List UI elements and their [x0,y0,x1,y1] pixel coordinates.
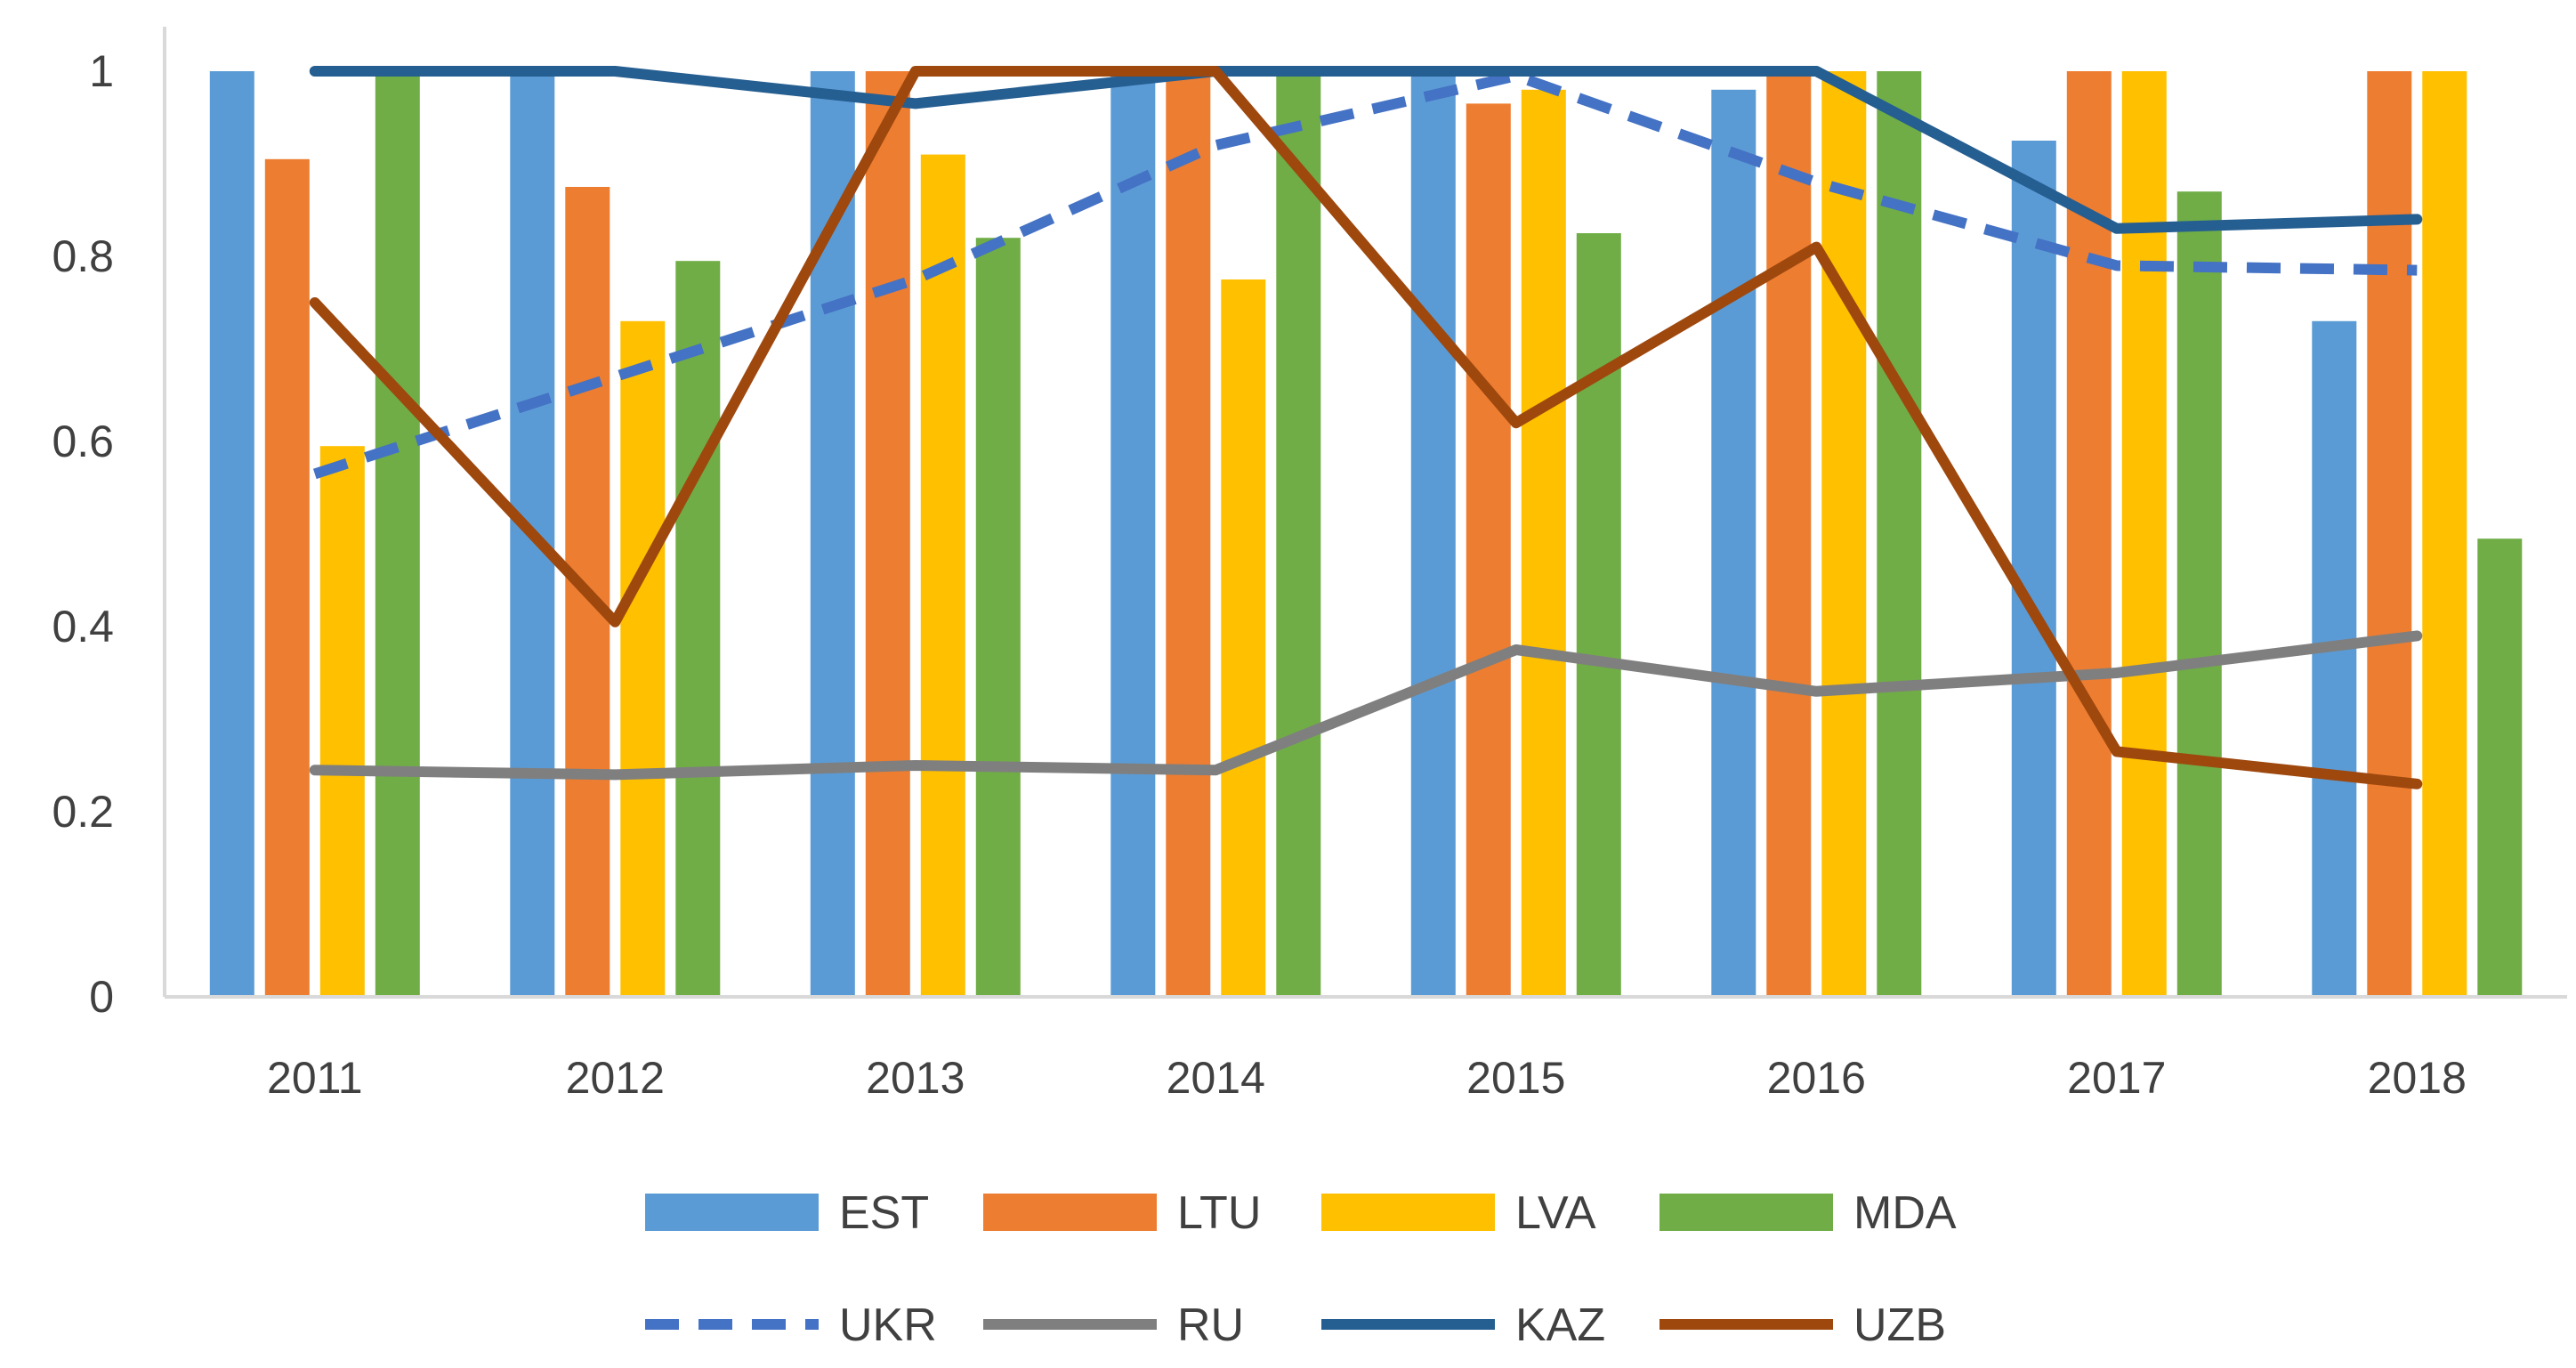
bar-lva-2012 [620,320,666,997]
y-tick-label: 1 [89,46,114,96]
x-tick-label-2012: 2012 [566,1053,665,1103]
legend-label-lva: LVA [1515,1187,1596,1239]
bar-mda-2017 [2176,191,2222,997]
bar-mda-2016 [1877,71,1922,997]
bar-est-2013 [810,71,855,997]
bar-est-2015 [1410,71,1456,997]
bar-mda-2014 [1276,71,1321,997]
bar-mda-2012 [675,261,721,997]
y-axis-tick-labels: 0 0.2 0.4 0.6 0.8 1 [52,46,114,1022]
bar-lva-2016 [1821,71,1867,997]
bar-mda-2011 [375,71,420,997]
bar-ltu-2018 [2367,71,2412,997]
line-series-group [309,66,2423,789]
x-axis-tick-labels: 2011 2012 2013 2014 2015 2016 2017 2018 [267,1053,2467,1103]
legend-label-kaz: KAZ [1515,1299,1605,1351]
legend-label-ukr: UKR [839,1299,937,1351]
bar-mda-2013 [975,238,1021,997]
legend-swatch-lva [1321,1194,1495,1231]
bar-lva-2018 [2422,71,2467,997]
bar-lva-2013 [920,154,965,998]
bar-est-2016 [1711,89,1756,998]
x-tick-label-2015: 2015 [1466,1053,1565,1103]
x-tick-label-2017: 2017 [2067,1053,2166,1103]
legend-label-uzb: UZB [1853,1299,1946,1351]
x-tick-label-2018: 2018 [2368,1053,2467,1103]
bar-est-2014 [1110,71,1156,997]
x-tick-label-2011: 2011 [267,1053,363,1103]
legend-swatch-est [645,1194,819,1231]
bar-lva-2011 [319,446,365,997]
x-tick-label-2014: 2014 [1167,1053,1265,1103]
legend-label-mda: MDA [1853,1187,1957,1239]
y-tick-label: 0.8 [52,231,114,281]
bar-ltu-2014 [1166,71,1211,997]
legend: EST LTU LVA MDA UKR RU KAZ UZB [645,1187,1957,1351]
line-kaz [309,66,2423,234]
bar-lva-2017 [2121,71,2167,997]
x-tick-label-2016: 2016 [1767,1053,1866,1103]
bar-mda-2018 [2477,538,2523,997]
legend-label-ltu: LTU [1177,1187,1261,1239]
y-tick-label: 0.4 [52,602,114,652]
bar-est-2017 [2011,141,2056,997]
bar-ltu-2015 [1466,103,1511,997]
y-tick-label: 0 [89,972,114,1022]
x-tick-label-2013: 2013 [866,1053,965,1103]
y-tick-label: 0.2 [52,787,114,837]
bar-series-group [209,71,2523,998]
line-ukr [312,70,2418,480]
legend-label-est: EST [839,1187,929,1239]
bar-lva-2014 [1221,279,1266,997]
bar-ltu-2016 [1766,71,1812,997]
bar-est-2011 [209,71,254,997]
bar-mda-2015 [1576,233,1621,997]
legend-swatch-ltu [983,1194,1157,1231]
bar-lva-2015 [1521,89,1566,998]
y-tick-label: 0.6 [52,417,114,466]
bar-ltu-2011 [264,158,310,998]
bar-ltu-2013 [865,71,910,997]
line-uzb [309,66,2423,789]
legend-label-ru: RU [1177,1299,1244,1351]
bar-est-2018 [2312,320,2357,997]
legend-swatch-mda [1659,1194,1833,1231]
